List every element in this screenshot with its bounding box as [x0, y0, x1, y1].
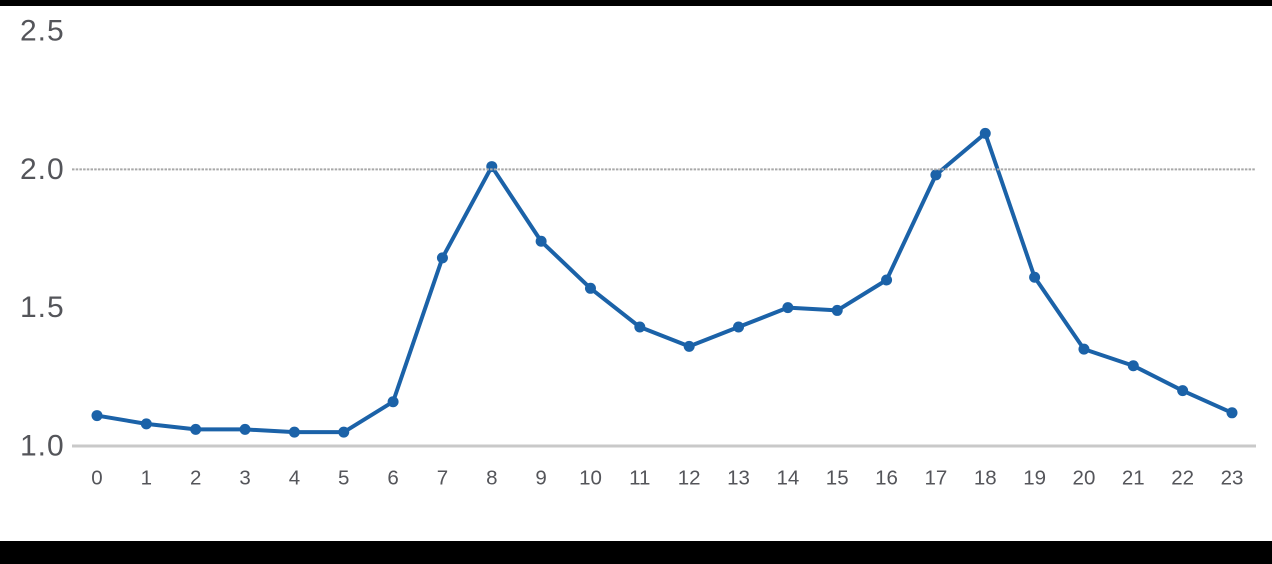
- data-point: [535, 235, 547, 247]
- x-tick-label: 2: [190, 467, 201, 490]
- data-point: [288, 426, 300, 438]
- y-tick-label: 1.0: [20, 430, 65, 463]
- data-point: [782, 302, 794, 314]
- x-tick-label: 13: [727, 467, 750, 490]
- data-point: [930, 169, 942, 181]
- data-line: [95, 131, 1234, 435]
- x-tick-label: 4: [289, 467, 300, 490]
- x-tick-label: 19: [1023, 467, 1046, 490]
- y-tick-label: 1.5: [20, 291, 65, 324]
- data-point: [338, 426, 350, 438]
- x-tick-label: 17: [925, 467, 948, 490]
- x-tick-label: 12: [678, 467, 701, 490]
- data-point: [881, 274, 893, 286]
- data-point: [733, 321, 745, 333]
- x-tick-label: 16: [875, 467, 898, 490]
- x-tick-label: 18: [974, 467, 997, 490]
- data-point: [190, 423, 202, 435]
- x-tick-label: 8: [486, 467, 497, 490]
- data-point: [140, 418, 152, 430]
- data-point: [239, 423, 251, 435]
- x-tick-label: 9: [535, 467, 546, 490]
- x-tick-label: 5: [338, 467, 349, 490]
- x-tick-label: 22: [1171, 467, 1194, 490]
- x-tick-label: 7: [437, 467, 448, 490]
- data-point: [831, 304, 843, 316]
- x-tick-label: 11: [629, 467, 650, 490]
- data-point: [1226, 407, 1238, 419]
- bottom-black-bar: [0, 541, 1272, 564]
- data-point: [486, 161, 498, 173]
- data-point: [387, 396, 399, 408]
- data-point: [1029, 271, 1041, 283]
- data-point: [584, 282, 596, 294]
- top-black-bar: [0, 0, 1272, 6]
- data-point: [1078, 343, 1090, 355]
- x-tick-label: 0: [91, 467, 102, 490]
- data-point: [1177, 385, 1189, 397]
- x-tick-label: 15: [826, 467, 849, 490]
- x-tick-label: 6: [387, 467, 398, 490]
- x-tick-label: 21: [1122, 467, 1145, 490]
- data-point: [683, 340, 695, 352]
- data-point: [1127, 360, 1139, 372]
- x-tick-label: 1: [141, 467, 152, 490]
- x-tick-label: 3: [239, 467, 250, 490]
- data-point: [979, 127, 991, 139]
- data-point: [634, 321, 646, 333]
- x-tick-label: 10: [579, 467, 602, 490]
- data-point: [91, 410, 103, 422]
- y-tick-label: 2.0: [20, 153, 65, 186]
- x-tick-label: 14: [776, 467, 799, 490]
- y-tick-label: 2.5: [20, 15, 65, 48]
- x-tick-label: 20: [1073, 467, 1096, 490]
- x-tick-label: 23: [1221, 467, 1244, 490]
- data-point: [436, 252, 448, 264]
